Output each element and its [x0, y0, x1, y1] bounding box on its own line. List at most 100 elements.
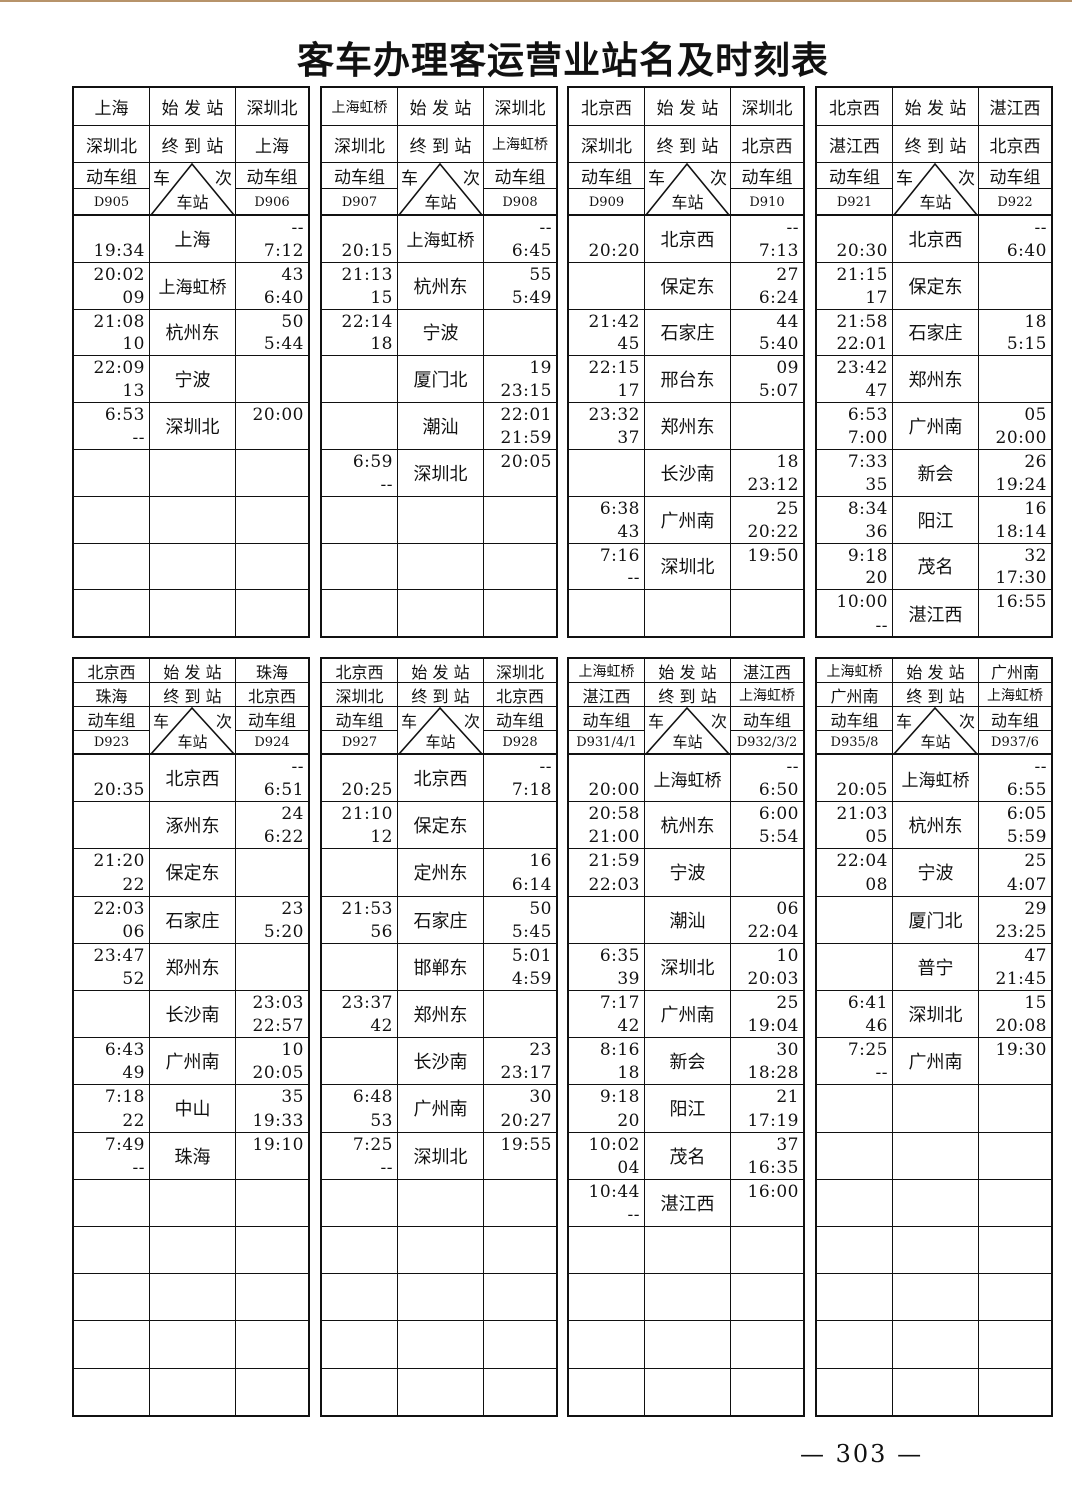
timetable: 上海虹桥始 发 站深圳北 深圳北终 到 站上海虹桥 动车组 动车组 D907 D908 车次…: [320, 86, 558, 639]
timetable-body: 20:15 上海虹桥 -- 6:45 21:13 15 杭州东 55 5:49 22:14 18 宁波…: [322, 215, 556, 638]
time-value: 47: [865, 381, 888, 402]
arrive-depart-down: [322, 849, 398, 896]
time-value: 4:07: [1006, 874, 1047, 895]
arrive-depart-down: 23:47 52: [74, 943, 150, 990]
station-name: 长沙南: [398, 1038, 484, 1085]
table-row: [74, 1321, 308, 1369]
time-value: 23: [529, 1040, 552, 1061]
time-value: 9:18: [847, 545, 888, 566]
time-value: 6:55: [1006, 780, 1047, 801]
time-value: 5:40: [758, 334, 799, 355]
station-name: 湛江西: [645, 1179, 731, 1226]
table-row: [322, 1321, 556, 1369]
top-rule: [0, 0, 1072, 2]
table-row: 20:25 北京西 -- 7:18: [322, 755, 556, 803]
time-value: 19:10: [252, 1134, 304, 1155]
time-value: 22:57: [252, 1016, 304, 1037]
station-name: [893, 1368, 979, 1416]
arrive-depart-up: 19:55: [484, 1133, 556, 1179]
train-number-right: D922: [997, 194, 1033, 210]
time-value: 23:42: [836, 358, 888, 379]
arrive-depart-down: 23:42 47: [817, 356, 893, 403]
timetable: 北京西始 发 站珠海 珠海终 到 站北京西 动车组 动车组 D923 D924 车次车站 20…: [72, 657, 310, 1417]
train-header: 动车组 动车组 D907 D908 车次车站: [322, 163, 556, 215]
arrive-depart-up: [236, 1369, 308, 1416]
arrive-depart-down: 21:08 10: [74, 309, 150, 356]
origin-row: 北京西始 发 站珠海: [74, 659, 308, 683]
time-value: 6:48: [352, 1087, 393, 1108]
time-value: 23:47: [93, 945, 145, 966]
station-name: 郑州东: [398, 991, 484, 1038]
train-times-label: 次: [958, 712, 975, 731]
destination-row: 深圳北终 到 站上海虹桥: [322, 126, 556, 163]
origin-left: 北京西: [74, 659, 150, 682]
table-row: 21:03 05 杭州东 6:05 5:59: [817, 802, 1051, 850]
station-label: 车站: [672, 733, 703, 751]
station-name: 杭州东: [150, 309, 236, 356]
arrive-depart-down: [74, 543, 150, 590]
destination-left: 深圳北: [569, 126, 645, 162]
time-value: 6:05: [1006, 804, 1047, 825]
arrive-depart-down: 22:14 18: [322, 309, 398, 356]
destination-label: 终 到 站: [645, 126, 731, 162]
arrive-depart-up: 09 5:07: [731, 356, 803, 402]
train-label: 车: [153, 169, 170, 189]
train-times-label: 次: [958, 169, 975, 189]
station-name: 阳江: [893, 496, 979, 543]
train-station-corner: 车 次车站: [893, 707, 979, 753]
station-label: 车站: [177, 733, 208, 751]
arrive-depart-up: [236, 1180, 308, 1226]
arrive-depart-down: [322, 943, 398, 990]
time-value: 6:38: [599, 498, 640, 519]
timetable: 上海虹桥始 发 站广州南 广州南终 到 站上海虹桥 动车组 动车组 D935/8 D937…: [815, 657, 1053, 1417]
table-row: 23:37 42 郑州东: [322, 991, 556, 1039]
arrive-depart-down: [817, 1274, 893, 1321]
time-value: 5:54: [758, 827, 799, 848]
arrive-depart-up: 19:50: [731, 544, 803, 590]
train-number-left: D927: [322, 731, 398, 754]
arrive-depart-down: 20:20: [569, 216, 645, 262]
arrive-depart-up: [979, 1321, 1051, 1367]
train-header: 动车组 动车组 D905 D906 车次车站: [74, 163, 308, 215]
station-name: 茂名: [645, 1132, 731, 1179]
arrive-depart-down: [322, 543, 398, 590]
train-label: 车: [648, 169, 665, 189]
time-value: 18: [370, 334, 393, 355]
destination-left: 深圳北: [322, 683, 398, 706]
arrive-depart-up: [979, 1274, 1051, 1320]
table-row: 7:17 42 广州南 25 19:04: [569, 991, 803, 1039]
table-row: 厦门北 19 23:15: [322, 356, 556, 404]
table-row: 21:10 12 保定东: [322, 802, 556, 850]
arrive-depart-down: [74, 450, 150, 496]
station-name: 宁波: [645, 849, 731, 896]
train-station-corner: 车 次车站: [645, 163, 731, 214]
station-label: 车站: [919, 193, 952, 212]
time-value: 4:59: [511, 968, 552, 989]
time-value: 5:20: [263, 921, 304, 942]
time-value: 7:25: [352, 1134, 393, 1155]
arrive-depart-down: [569, 1274, 645, 1321]
destination-left: 湛江西: [817, 126, 893, 162]
station-name: 杭州东: [645, 802, 731, 849]
train-times-label: 次: [463, 712, 480, 731]
time-value: 18: [1024, 311, 1047, 332]
arrive-depart-down: 9:18 20: [569, 1085, 645, 1132]
destination-label: 终 到 站: [398, 683, 484, 706]
station-label: 车站: [671, 193, 704, 212]
arrive-depart-down: [322, 1368, 398, 1416]
time-value: 6:41: [847, 993, 888, 1013]
arrive-depart-up: 23 5:20: [236, 897, 308, 943]
time-value: 10: [281, 1040, 304, 1061]
time-value: 7:13: [758, 240, 799, 261]
time-value: 20:22: [747, 521, 799, 542]
arrive-depart-up: [731, 1369, 803, 1416]
arrive-depart-up: 6:05 5:59: [979, 802, 1051, 848]
table-row: 普宁 47 21:45: [817, 943, 1051, 991]
table-row: 20:02 09 上海虹桥 43 6:40: [74, 262, 308, 310]
time-value: 05: [1024, 405, 1047, 426]
time-value: 6:00: [758, 804, 799, 825]
train-station-corner: 车 次车站: [398, 707, 484, 753]
time-value: 5:59: [1006, 827, 1047, 848]
time-value: 5:49: [511, 287, 552, 308]
time-value: 29: [1024, 898, 1047, 919]
